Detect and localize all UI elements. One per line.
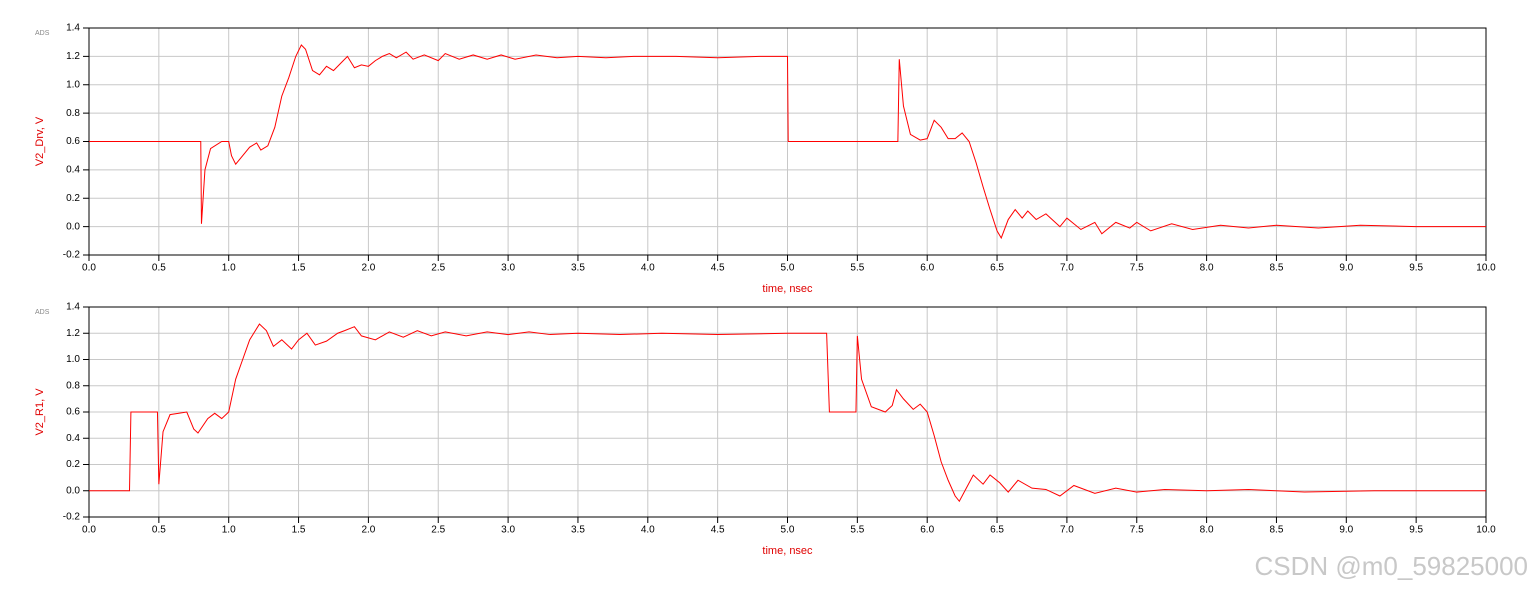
- x-tick-label: 3.0: [501, 263, 515, 274]
- x-tick-label: 1.5: [292, 525, 306, 536]
- y-tick-label: 0.2: [66, 459, 80, 470]
- x-tick-label: 9.0: [1339, 525, 1353, 536]
- y-tick-label: 1.2: [66, 51, 80, 62]
- x-tick-label: 6.0: [920, 263, 934, 274]
- x-tick-label: 4.0: [641, 525, 655, 536]
- x-tick-label: 0.0: [82, 263, 96, 274]
- data-line: [89, 44, 1486, 240]
- x-tick-label: 2.5: [431, 525, 445, 536]
- x-tick-label: 9.5: [1409, 525, 1423, 536]
- x-tick-label: 3.5: [571, 525, 585, 536]
- x-tick-label: 3.0: [501, 525, 515, 536]
- x-tick-label: 8.0: [1200, 263, 1214, 274]
- x-tick-label: 4.5: [711, 263, 725, 274]
- y-tick-label: 0.2: [66, 193, 80, 204]
- x-tick-label: 5.0: [781, 525, 795, 536]
- y-axis-label: V2_R1, V: [34, 388, 46, 436]
- x-tick-label: 0.0: [82, 525, 96, 536]
- y-tick-label: 0.4: [66, 433, 80, 444]
- badge: ADS: [35, 30, 50, 37]
- x-tick-label: 7.0: [1060, 263, 1074, 274]
- x-tick-label: 2.0: [361, 525, 375, 536]
- x-tick-label: 8.5: [1269, 525, 1283, 536]
- y-tick-label: -0.2: [63, 512, 81, 523]
- y-tick-label: 1.4: [66, 23, 80, 34]
- x-tick-label: 5.0: [781, 263, 795, 274]
- x-tick-label: 5.5: [850, 525, 864, 536]
- y-tick-label: 0.8: [66, 108, 80, 119]
- x-tick-label: 7.0: [1060, 525, 1074, 536]
- y-tick-label: 0.6: [66, 407, 80, 418]
- x-tick-label: 0.5: [152, 525, 166, 536]
- x-tick-label: 2.0: [361, 263, 375, 274]
- y-tick-label: 0.0: [66, 221, 80, 232]
- y-tick-label: 0.0: [66, 485, 80, 496]
- x-tick-label: 8.5: [1269, 263, 1283, 274]
- x-tick-label: 3.5: [571, 263, 585, 274]
- x-tick-label: 4.0: [641, 263, 655, 274]
- y-tick-label: 0.4: [66, 165, 80, 176]
- x-axis-label: time, nsec: [762, 283, 813, 295]
- data-line: [89, 323, 1486, 503]
- y-tick-label: 0.6: [66, 136, 80, 147]
- watermark: CSDN @m0_59825000: [1254, 551, 1528, 581]
- x-tick-label: 9.0: [1339, 263, 1353, 274]
- x-tick-label: 10.0: [1476, 263, 1496, 274]
- badge: ADS: [35, 309, 50, 316]
- y-tick-label: 1.4: [66, 302, 80, 313]
- x-tick-label: 7.5: [1130, 263, 1144, 274]
- x-tick-label: 6.5: [990, 263, 1004, 274]
- x-tick-label: 4.5: [711, 525, 725, 536]
- x-tick-label: 6.5: [990, 525, 1004, 536]
- x-tick-label: 8.0: [1200, 525, 1214, 536]
- x-tick-label: 6.0: [920, 525, 934, 536]
- x-tick-label: 1.0: [222, 525, 236, 536]
- x-tick-label: 5.5: [850, 263, 864, 274]
- y-axis-label: V2_Drv, V: [34, 116, 46, 166]
- x-tick-label: 10.0: [1476, 525, 1496, 536]
- y-tick-label: 1.0: [66, 79, 80, 90]
- plot-frame: [88, 306, 1487, 518]
- x-tick-label: 9.5: [1409, 263, 1423, 274]
- y-tick-label: -0.2: [63, 250, 81, 261]
- y-tick-label: 1.0: [66, 354, 80, 365]
- x-axis-label: time, nsec: [762, 545, 813, 557]
- x-tick-label: 7.5: [1130, 525, 1144, 536]
- x-tick-label: 2.5: [431, 263, 445, 274]
- x-tick-label: 1.5: [292, 263, 306, 274]
- y-tick-label: 0.8: [66, 380, 80, 391]
- x-tick-label: 0.5: [152, 263, 166, 274]
- y-tick-label: 1.2: [66, 328, 80, 339]
- x-tick-label: 1.0: [222, 263, 236, 274]
